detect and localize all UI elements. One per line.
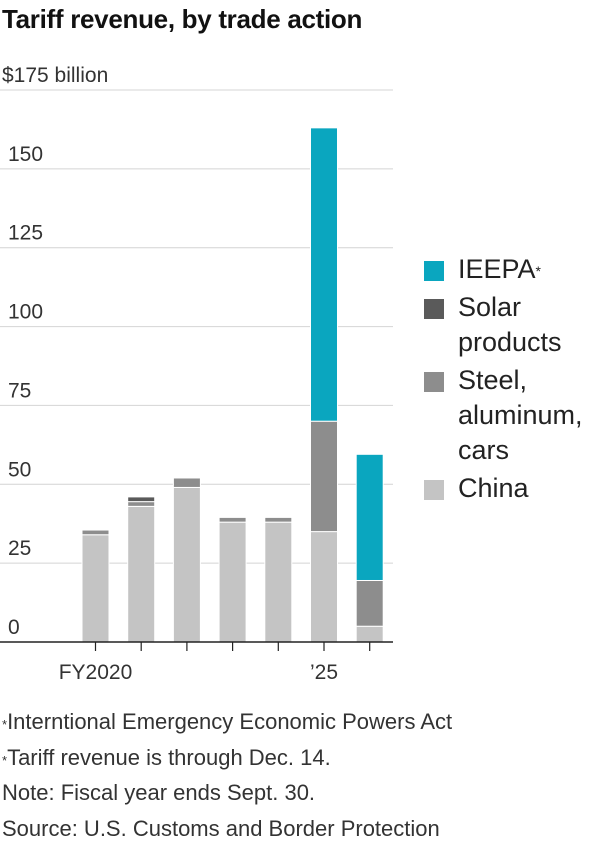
- bar-segment-steel-aluminum-cars: [82, 530, 109, 535]
- legend-label-solar: Solar products: [458, 292, 562, 357]
- footnote-ieepa: *Interntional Emergency Economic Powers …: [2, 704, 452, 740]
- bar-segment-china: [219, 522, 246, 642]
- footnote-ieepa-text: Interntional Emergency Economic Powers A…: [7, 709, 452, 734]
- y-tick-label: $175 billion: [2, 64, 108, 87]
- legend-swatch-ieepa: [424, 261, 444, 281]
- legend-label-ieepa: IEEPA: [458, 254, 536, 284]
- x-tick-label: FY2020: [59, 661, 133, 684]
- legend-star-ieepa: *: [536, 263, 541, 279]
- y-tick-label: 75: [8, 379, 31, 402]
- bar-segment-china: [265, 522, 292, 642]
- source-note: Source: U.S. Customs and Border Protecti…: [2, 811, 452, 846]
- y-tick-label: 25: [8, 537, 31, 560]
- legend-item-steel: Steel, aluminum, cars: [424, 363, 600, 468]
- legend-swatch-solar: [424, 299, 444, 319]
- x-tick-label: ’25: [310, 661, 338, 684]
- y-tick-label: 150: [8, 143, 43, 166]
- footnote-tariff-text: Tariff revenue is through Dec. 14.: [7, 745, 331, 770]
- legend: IEEPA* Solar products Steel, aluminum, c…: [424, 252, 600, 509]
- fiscal-year-note: Note: Fiscal year ends Sept. 30.: [2, 775, 452, 811]
- bar-segment-steel-aluminum-cars: [311, 421, 338, 531]
- bar-segment-china: [311, 532, 338, 642]
- footnote-star: *: [2, 717, 7, 732]
- bar-segment-china: [82, 535, 109, 642]
- bar-segment-solar-products: [82, 529, 109, 530]
- bar-segment-steel-aluminum-cars: [173, 478, 200, 487]
- bar-segment-steel-aluminum-cars: [265, 517, 292, 522]
- y-tick-label: 50: [8, 458, 31, 481]
- bar-segment-ieepa: [311, 128, 338, 421]
- legend-label-china: China: [458, 473, 529, 503]
- legend-item-china: China: [424, 471, 600, 506]
- legend-item-solar: Solar products: [424, 290, 600, 360]
- y-tick-label: 0: [8, 616, 20, 639]
- legend-swatch-china: [424, 480, 444, 500]
- chart-notes: *Interntional Emergency Economic Powers …: [2, 704, 452, 846]
- bar-segment-ieepa: [356, 454, 383, 580]
- y-tick-label: 125: [8, 222, 43, 245]
- y-tick-label: 100: [8, 301, 43, 324]
- bar-segment-steel-aluminum-cars: [356, 580, 383, 626]
- bar-segment-solar-products: [128, 497, 155, 502]
- legend-item-ieepa: IEEPA*: [424, 252, 600, 287]
- bar-segment-steel-aluminum-cars: [128, 502, 155, 507]
- footnote-star: *: [2, 753, 7, 768]
- bar-segment-china: [173, 487, 200, 642]
- bar-segment-china: [356, 626, 383, 642]
- bar-segment-steel-aluminum-cars: [219, 517, 246, 522]
- legend-label-steel: Steel, aluminum, cars: [458, 365, 583, 465]
- bar-segment-china: [128, 506, 155, 642]
- footnote-tariff: *Tariff revenue is through Dec. 14.: [2, 740, 452, 776]
- legend-swatch-steel: [424, 372, 444, 392]
